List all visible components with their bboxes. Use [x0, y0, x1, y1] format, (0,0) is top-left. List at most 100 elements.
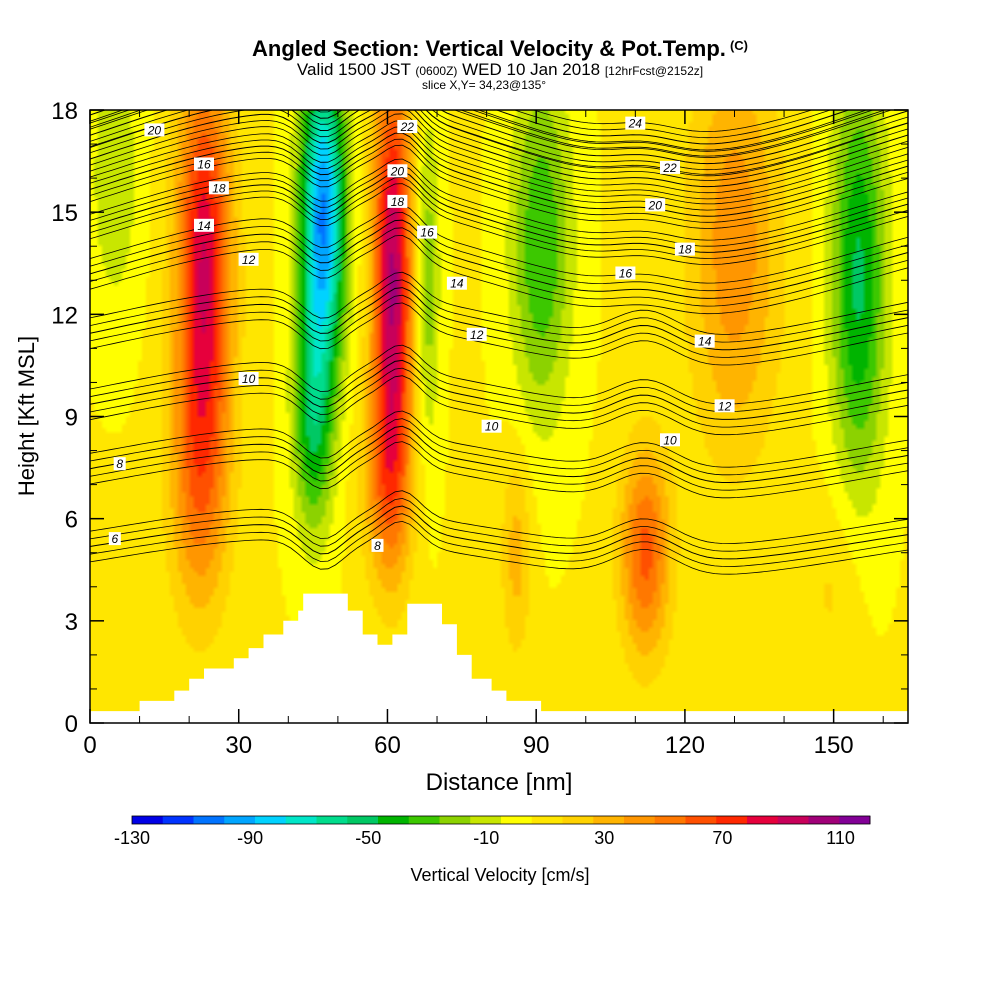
- theta-contour: [90, 227, 908, 307]
- contour-label-text: 12: [242, 253, 256, 267]
- contour-label-text: 12: [718, 399, 732, 413]
- chart-subtitle: Valid 1500 JST (0600Z) WED 10 Jan 2018 […: [0, 60, 1000, 80]
- contour-label: 14: [694, 334, 715, 349]
- chart-title: Angled Section: Vertical Velocity & Pot.…: [0, 36, 1000, 62]
- theta-contour: [90, 204, 908, 284]
- colorbar-swatch: [562, 816, 594, 824]
- y-tick-label: 12: [51, 302, 78, 329]
- theta-contour: [90, 132, 908, 217]
- theta-contour: [90, 110, 908, 177]
- theta-contour: [90, 344, 908, 405]
- contour-label: 18: [208, 181, 229, 195]
- contour-label: 16: [615, 266, 636, 281]
- colorbar-swatch: [685, 816, 717, 824]
- contour-label-bg: [714, 399, 735, 413]
- contour-label-bg: [194, 218, 214, 232]
- colorbar-tick-label: 110: [826, 828, 855, 848]
- valid-date: WED 10 Jan 2018: [462, 60, 601, 79]
- x-tick-label: 30: [225, 732, 252, 759]
- y-tick-label: 9: [65, 405, 78, 432]
- contour-label-text: 18: [678, 243, 692, 257]
- colorbar-swatch: [255, 816, 287, 824]
- contour-label-bg: [466, 327, 487, 341]
- contour-label-text: 16: [420, 226, 434, 240]
- contour-label: 16: [194, 157, 214, 172]
- theta-contour: [90, 110, 886, 157]
- contour-label: 14: [194, 218, 214, 233]
- contour-labels: 2016181412108622201816141210824222018161…: [108, 116, 735, 553]
- contour-label: 6: [108, 532, 121, 546]
- theta-contour: [90, 520, 908, 575]
- contour-label-bg: [625, 116, 646, 130]
- contour-label-text: 20: [147, 123, 162, 137]
- colorbar-swatch: [501, 816, 533, 824]
- theta-contour: [90, 110, 851, 145]
- contour-label-text: 10: [242, 372, 256, 386]
- theta-contour: [90, 505, 908, 560]
- contour-label-bg: [144, 123, 165, 137]
- contour-label-bg: [397, 120, 418, 133]
- y-tick-label: 0: [65, 711, 78, 738]
- y-tick-label: 6: [65, 507, 78, 534]
- theta-contour: [90, 110, 908, 175]
- contour-label-bg: [417, 225, 438, 239]
- theta-contour: [90, 110, 908, 165]
- colorbar-frame: [131, 815, 871, 825]
- contour-label: 8: [371, 538, 384, 553]
- contour-label: 18: [387, 194, 408, 209]
- theta-contour: [90, 359, 908, 420]
- theta-contour: [90, 110, 908, 181]
- theta-contour: [90, 287, 908, 351]
- colorbar-swatch: [439, 816, 471, 824]
- forecast-info: [12hrFcst@2152z]: [604, 64, 704, 78]
- theta-contour: [90, 497, 908, 552]
- x-tick-label: 90: [523, 732, 550, 759]
- contour-label: 24: [625, 116, 646, 131]
- colorbar-swatch: [777, 816, 809, 824]
- theta-contour: [90, 110, 893, 158]
- y-axis: 0 3 6 9 12 15 18: [51, 98, 908, 738]
- colorbar-tick-label: -10: [473, 828, 499, 848]
- colorbar-swatch: [285, 816, 317, 824]
- contour-label: 16: [417, 225, 438, 240]
- contour-label-bg: [446, 276, 467, 290]
- contour-label-bg: [371, 538, 384, 552]
- theta-contour: [90, 418, 908, 476]
- colorbar-swatch: [624, 816, 656, 824]
- slice-info: slice X,Y= 34,23@135°: [422, 78, 547, 92]
- contour-label-text: 8: [116, 457, 123, 471]
- theta-contour: [90, 219, 908, 299]
- contour-label-bg: [674, 242, 695, 256]
- contour-label: 10: [660, 433, 680, 447]
- contour-label-text: 20: [648, 198, 663, 212]
- theta-contour: [90, 425, 908, 483]
- theta-contour: [90, 234, 908, 315]
- theta-contour: [90, 490, 908, 545]
- contour-label-bg: [645, 198, 666, 212]
- x-tick-label: 150: [814, 732, 854, 759]
- contour-label-bg: [108, 532, 121, 546]
- colorbar-tick-label: 30: [594, 828, 614, 848]
- contour-label: 14: [446, 276, 467, 291]
- terrain: [90, 593, 908, 723]
- contour-label: 22: [397, 120, 418, 134]
- contour-label-bg: [387, 194, 408, 208]
- colorbar-tick-label: 70: [712, 828, 732, 848]
- theta-contour: [90, 110, 908, 194]
- theta-contour: [90, 110, 874, 152]
- contour-label: 20: [387, 164, 408, 178]
- contour-label-text: 18: [391, 195, 405, 209]
- colorbar-swatch: [470, 816, 502, 824]
- colorbar-swatch: [408, 816, 440, 824]
- y-tick-label: 18: [51, 98, 78, 125]
- contour-label-text: 24: [628, 117, 643, 131]
- theta-contour: [90, 176, 908, 259]
- colorbar-tick-label: -50: [355, 828, 381, 848]
- colorbar-swatch: [224, 816, 256, 824]
- colorbar: -130 -90 -50 -10 30 70 110: [114, 815, 871, 848]
- contour-label-bg: [208, 181, 229, 195]
- theta-contour: [90, 410, 908, 468]
- contour-label-text: 14: [450, 277, 464, 291]
- x-axis-label: Distance [nm]: [426, 769, 573, 796]
